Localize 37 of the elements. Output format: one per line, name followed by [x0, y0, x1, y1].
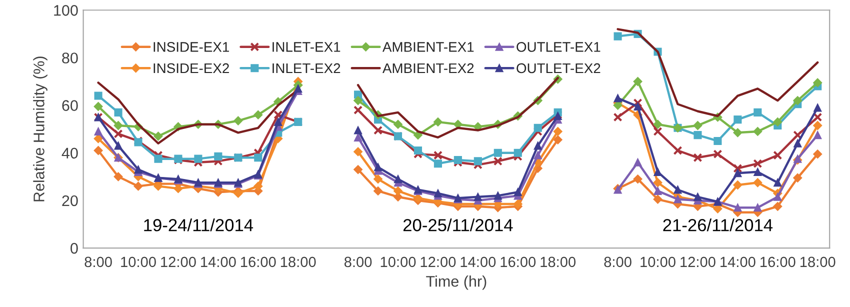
x-tick-label: 10:00	[121, 256, 156, 268]
annotation: 20-25/11/2014	[403, 218, 513, 232]
legend-label: OUTLET-EX2	[516, 63, 600, 74]
x-tick-label: 8:00	[344, 256, 372, 268]
x-tick-label: 16:00	[500, 256, 536, 268]
annotation: 19-24/11/2014	[144, 218, 254, 232]
legend-label: INLET-EX2	[272, 63, 340, 74]
x-tick-label: 14:00	[460, 256, 496, 268]
x-tick-label: 10:00	[640, 256, 676, 268]
x-tick-label: 14:00	[201, 256, 236, 268]
x-tick-label: 12:00	[680, 256, 716, 268]
legend-label: AMBIENT-EX2	[382, 63, 474, 74]
x-tick-label: 8:00	[604, 256, 632, 268]
x-tick-label: 10:00	[380, 256, 416, 268]
x-tick-label: 18:00	[280, 256, 316, 268]
legend-label: INSIDE-EX2	[154, 63, 229, 74]
legend-label: AMBIENT-EX1	[382, 42, 474, 52]
y-tick-label: 40	[62, 148, 78, 159]
x-tick-label: 16:00	[241, 256, 276, 268]
x-tick-label: 14:00	[720, 256, 756, 268]
x-tick-label: 12:00	[161, 256, 196, 268]
y-tick-label: 20	[62, 195, 78, 206]
x-axis-title: Time (hr)	[426, 276, 486, 290]
x-tick-label: 8:00	[84, 256, 112, 268]
y-tick-label: 80	[62, 52, 78, 64]
y-tick-label: 100	[54, 5, 78, 16]
y-tick-label: 0	[70, 242, 78, 254]
legend-label: INSIDE-EX1	[154, 42, 229, 52]
x-tick-label: 18:00	[800, 256, 836, 268]
annotation: 21-26/11/2014	[663, 218, 773, 232]
x-tick-label: 12:00	[420, 256, 456, 268]
x-tick-label: 18:00	[540, 256, 576, 268]
y-axis-title: Relative Humidity (%)	[33, 56, 48, 202]
y-tick-label: 60	[62, 100, 78, 111]
x-tick-label: 16:00	[760, 256, 796, 268]
legend-label: OUTLET-EX1	[516, 42, 600, 52]
legend-label: INLET-EX1	[272, 42, 340, 52]
